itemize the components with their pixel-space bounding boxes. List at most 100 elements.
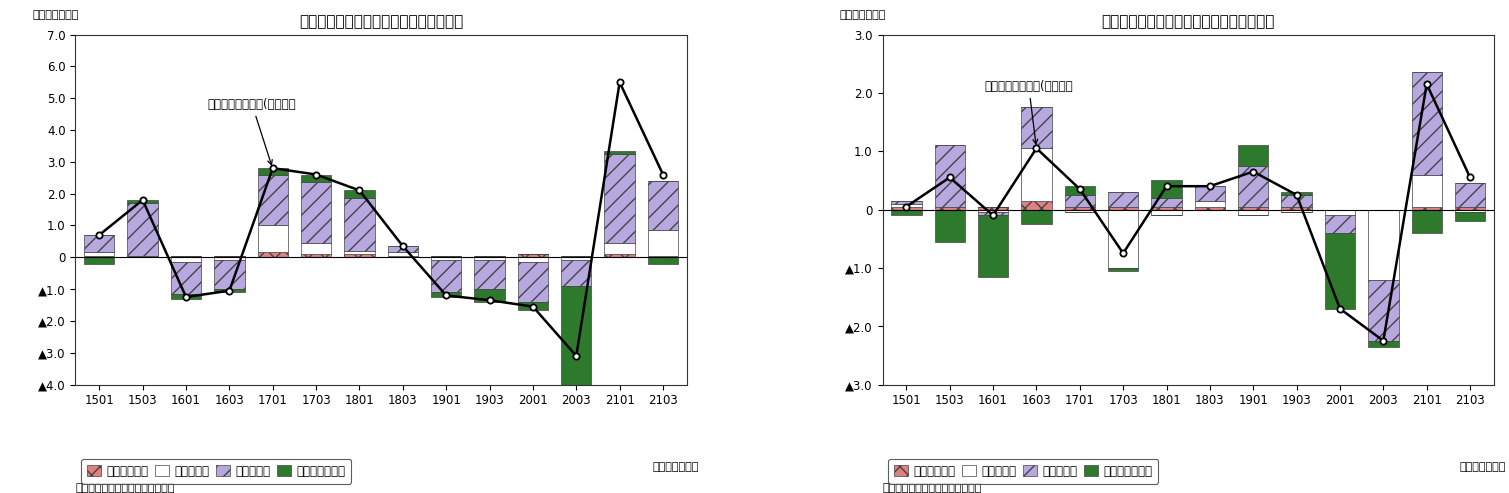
Bar — [432, 257, 462, 260]
Text: （前年差、％）: （前年差、％） — [33, 10, 78, 21]
Bar — [605, 254, 635, 257]
Bar — [1108, 192, 1138, 207]
Bar — [1369, 210, 1399, 280]
Bar — [214, 256, 244, 257]
Bar — [1281, 195, 1311, 207]
Bar — [127, 256, 158, 257]
Bar — [1411, 72, 1443, 175]
Bar — [518, 302, 548, 310]
Title: 売上高経常利益率の要因分解（非製造業）: 売上高経常利益率の要因分解（非製造業） — [1102, 14, 1275, 29]
Bar — [474, 289, 504, 302]
Bar — [388, 256, 418, 257]
Bar — [647, 256, 678, 257]
Bar — [1065, 186, 1096, 195]
Bar — [605, 154, 635, 243]
Bar — [85, 252, 115, 256]
Bar — [1237, 145, 1269, 166]
Bar — [1325, 233, 1355, 309]
Bar — [300, 243, 332, 254]
Text: 売上高経常利益率(前年差）: 売上高経常利益率(前年差） — [984, 80, 1073, 144]
Bar — [561, 260, 592, 286]
Bar — [214, 257, 244, 260]
Bar — [214, 289, 244, 292]
Text: （年・四半期）: （年・四半期） — [653, 461, 699, 471]
Bar — [171, 262, 201, 294]
Legend: 金融費用要因, 人件費要因, 変動費要因, 減価償却費要因: 金融費用要因, 人件費要因, 変動費要因, 減価償却費要因 — [889, 459, 1157, 484]
Bar — [1151, 180, 1182, 198]
Bar — [934, 207, 964, 210]
Text: （前年差、％）: （前年差、％） — [839, 10, 886, 21]
Bar — [1455, 212, 1485, 221]
Bar — [258, 225, 288, 252]
Bar — [388, 246, 418, 252]
Bar — [300, 182, 332, 243]
Bar — [561, 257, 592, 260]
Bar — [214, 260, 244, 289]
Title: 売上高経常利益率の要因分解（製造業）: 売上高経常利益率の要因分解（製造業） — [299, 14, 463, 29]
Bar — [432, 256, 462, 257]
Bar — [978, 215, 1008, 277]
Bar — [258, 168, 288, 175]
Bar — [1108, 268, 1138, 271]
Bar — [171, 256, 201, 257]
Bar — [892, 204, 922, 207]
Bar — [1369, 341, 1399, 347]
Bar — [127, 203, 158, 256]
Bar — [1195, 201, 1225, 207]
Bar — [1281, 210, 1311, 212]
Bar — [605, 151, 635, 154]
Bar — [978, 207, 1008, 210]
Bar — [432, 260, 462, 292]
Bar — [1325, 215, 1355, 233]
Bar — [1065, 210, 1096, 212]
Bar — [344, 198, 374, 251]
Bar — [1325, 210, 1355, 215]
Bar — [1455, 210, 1485, 212]
Bar — [1151, 207, 1182, 210]
Text: （年・四半期）: （年・四半期） — [1459, 461, 1506, 471]
Text: （資料）財務省「法人企業統計」: （資料）財務省「法人企業統計」 — [883, 483, 982, 493]
Bar — [1411, 175, 1443, 207]
Bar — [518, 262, 548, 302]
Bar — [474, 260, 504, 289]
Bar — [1237, 166, 1269, 207]
Bar — [518, 257, 548, 262]
Bar — [1281, 207, 1311, 210]
Bar — [1455, 207, 1485, 210]
Bar — [1237, 210, 1269, 215]
Legend: 金融費用要因, 人件費要因, 変動費要因, 減価償却費要因: 金融費用要因, 人件費要因, 変動費要因, 減価償却費要因 — [81, 459, 352, 484]
Bar — [978, 212, 1008, 215]
Bar — [561, 286, 592, 397]
Bar — [258, 252, 288, 257]
Bar — [127, 200, 158, 203]
Bar — [978, 210, 1008, 212]
Bar — [474, 257, 504, 260]
Bar — [474, 256, 504, 257]
Bar — [1411, 207, 1443, 210]
Bar — [85, 256, 115, 257]
Bar — [647, 230, 678, 256]
Bar — [561, 256, 592, 257]
Bar — [934, 145, 964, 207]
Bar — [432, 292, 462, 297]
Bar — [1195, 207, 1225, 210]
Bar — [344, 251, 374, 254]
Bar — [1281, 192, 1311, 195]
Text: 売上高経常利益率(前年差）: 売上高経常利益率(前年差） — [208, 98, 296, 165]
Bar — [892, 210, 922, 215]
Bar — [388, 252, 418, 256]
Bar — [1022, 201, 1052, 210]
Bar — [1108, 207, 1138, 210]
Bar — [85, 257, 115, 264]
Bar — [1411, 210, 1443, 233]
Bar — [1022, 107, 1052, 148]
Bar — [344, 190, 374, 198]
Bar — [85, 235, 115, 252]
Bar — [171, 294, 201, 299]
Bar — [344, 254, 374, 257]
Bar — [647, 181, 678, 230]
Bar — [300, 254, 332, 257]
Bar — [892, 207, 922, 210]
Bar — [1195, 186, 1225, 201]
Bar — [1108, 210, 1138, 268]
